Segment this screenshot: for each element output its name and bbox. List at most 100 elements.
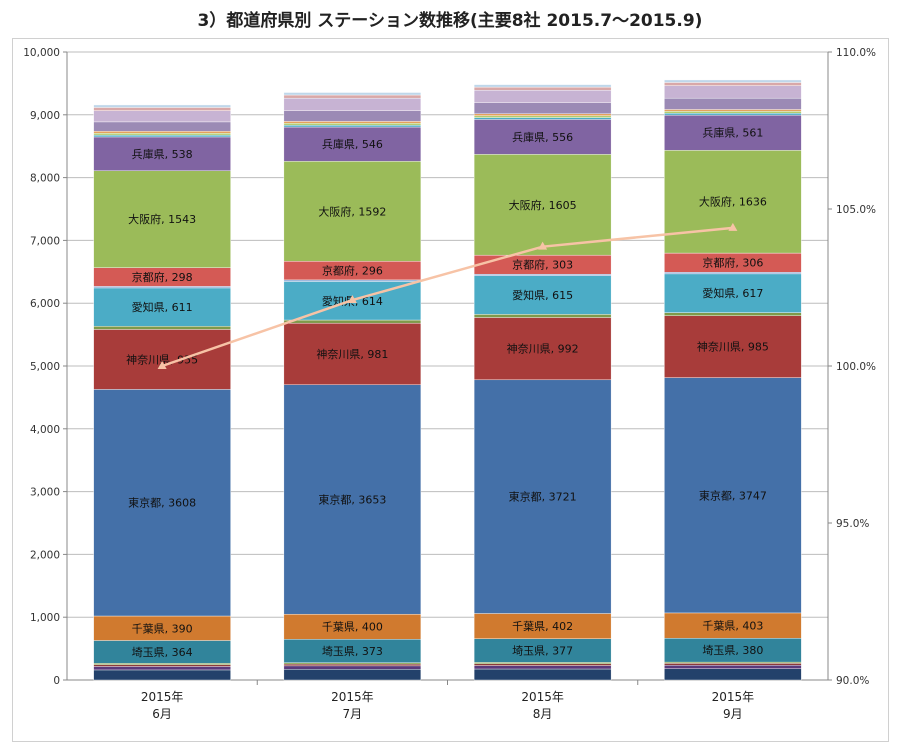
bar-segment <box>93 121 231 132</box>
segment-data-label: 埼玉県, 377 <box>512 644 573 658</box>
bar-segment <box>664 97 802 110</box>
segment-data-label: 埼玉県, 380 <box>702 643 763 657</box>
bar-segment <box>93 110 231 123</box>
bar-segment <box>664 82 802 86</box>
line-point-marker <box>538 241 548 250</box>
bar-segment <box>93 666 231 671</box>
bar-segment <box>473 84 612 88</box>
bar-segment <box>283 97 422 111</box>
y2-tick-label: 100.0% <box>836 361 876 373</box>
bar-segment <box>473 119 612 155</box>
bar-segment <box>664 79 802 83</box>
segment-data-label: 神奈川県, 981 <box>316 347 388 361</box>
bar-segment <box>664 315 802 378</box>
stacked-bar-chart: 0 1,000 2,000 3,000 4,000 5,000 6,000 7,000 8,00… <box>23 47 876 721</box>
bar-segment <box>93 286 231 289</box>
line-point-marker <box>157 361 167 369</box>
chart-frame: 0 1,000 2,000 3,000 4,000 5,000 6,000 7,000 8,00… <box>12 38 889 742</box>
bar-segment <box>664 114 802 151</box>
y-tick-label: 8,000 <box>30 173 60 185</box>
segment-data-label: 神奈川県, 955 <box>126 352 198 366</box>
bar-segment <box>664 668 802 681</box>
y-tick-label: 10,000 <box>23 47 60 59</box>
y2-tick-label: 105.0% <box>836 204 876 216</box>
bar-segment <box>473 117 612 120</box>
segment-data-label: 神奈川県, 985 <box>697 340 769 354</box>
segment-data-label: 東京都, 3608 <box>128 496 196 510</box>
x-tick-label: 8月 <box>533 707 553 721</box>
x-tick-label: 6月 <box>152 707 172 721</box>
segment-data-label: 愛知県, 617 <box>702 286 763 300</box>
bar-segment <box>283 161 422 262</box>
bar-segment <box>93 664 231 667</box>
bar-segment <box>664 150 802 254</box>
bar-segment <box>473 86 612 91</box>
bar-segment <box>473 154 612 256</box>
bar-segment <box>93 287 231 327</box>
bar-segment <box>93 134 231 138</box>
bar-segment <box>93 329 231 390</box>
bar-segment <box>283 319 422 324</box>
bar-segment <box>93 107 231 111</box>
bar-segment <box>473 663 612 666</box>
segment-data-label: 兵庫県, 561 <box>702 126 763 140</box>
bar-segment <box>664 109 802 112</box>
y-tick-label: 4,000 <box>30 424 60 436</box>
segment-data-label: 兵庫県, 538 <box>132 147 193 161</box>
bar-segment <box>664 272 802 275</box>
segment-data-label: 京都府, 296 <box>322 264 383 278</box>
segment-data-label: 京都府, 303 <box>512 258 573 272</box>
chart-title: 3）都道府県別 ステーション数推移(主要8社 2015.7〜2015.9) <box>197 11 703 31</box>
x-tick-label: 2015年 <box>331 690 374 704</box>
x-tick-label: 9月 <box>723 707 743 721</box>
bar-segment <box>93 389 231 617</box>
y2-tick-label: 90.0% <box>836 675 869 687</box>
segment-data-label: 大阪府, 1605 <box>509 198 577 212</box>
bar-segment <box>283 123 422 126</box>
y-tick-label: 9,000 <box>30 110 60 122</box>
bar-segment <box>93 615 231 641</box>
bar-segment <box>473 379 612 614</box>
x-tick-label: 2015年 <box>141 690 184 704</box>
bar-segment <box>664 663 802 666</box>
bar-segment <box>283 126 422 162</box>
bar-segment <box>283 384 422 615</box>
bar-segment <box>93 104 231 108</box>
segment-data-label: 兵庫県, 556 <box>512 130 573 144</box>
bar-segment <box>664 665 802 669</box>
bar-segment <box>473 317 612 381</box>
y2-tick-label: 95.0% <box>836 518 869 530</box>
segment-data-label: 大阪府, 1592 <box>318 204 386 218</box>
segment-data-label: 千葉県, 400 <box>322 620 383 634</box>
bar-segment <box>93 170 231 268</box>
bar-segment <box>283 322 422 385</box>
segment-data-label: 東京都, 3721 <box>509 490 577 504</box>
segment-data-label: 神奈川県, 992 <box>507 342 579 356</box>
bar-segment <box>93 133 231 136</box>
segment-data-label: 埼玉県, 364 <box>132 645 193 659</box>
bar-segment <box>93 131 231 134</box>
bar-segment <box>664 85 802 99</box>
bar-segment <box>283 124 422 128</box>
bar-segment <box>664 377 802 614</box>
bar-segment <box>283 665 422 670</box>
y-tick-label: 7,000 <box>30 235 60 247</box>
bar-segment <box>664 113 802 116</box>
bar-segment <box>93 326 231 330</box>
y2-tick-label: 110.0% <box>836 47 876 59</box>
bar-segment <box>664 273 802 313</box>
segment-data-label: 千葉県, 402 <box>512 619 573 633</box>
segment-data-label: 大阪府, 1636 <box>699 195 767 209</box>
bar-segment <box>283 110 422 122</box>
line-point-marker <box>728 222 738 231</box>
y-tick-label: 5,000 <box>30 361 60 373</box>
segment-data-label: 東京都, 3653 <box>318 492 386 506</box>
bar-segment <box>283 279 422 282</box>
bar-segment <box>473 102 612 114</box>
bar-segment <box>473 113 612 116</box>
bar-segment <box>473 665 612 670</box>
bar-segment <box>93 669 231 681</box>
bar-segment <box>473 613 612 639</box>
segment-data-label: 愛知県, 611 <box>132 300 193 314</box>
bar-segment <box>664 612 802 639</box>
